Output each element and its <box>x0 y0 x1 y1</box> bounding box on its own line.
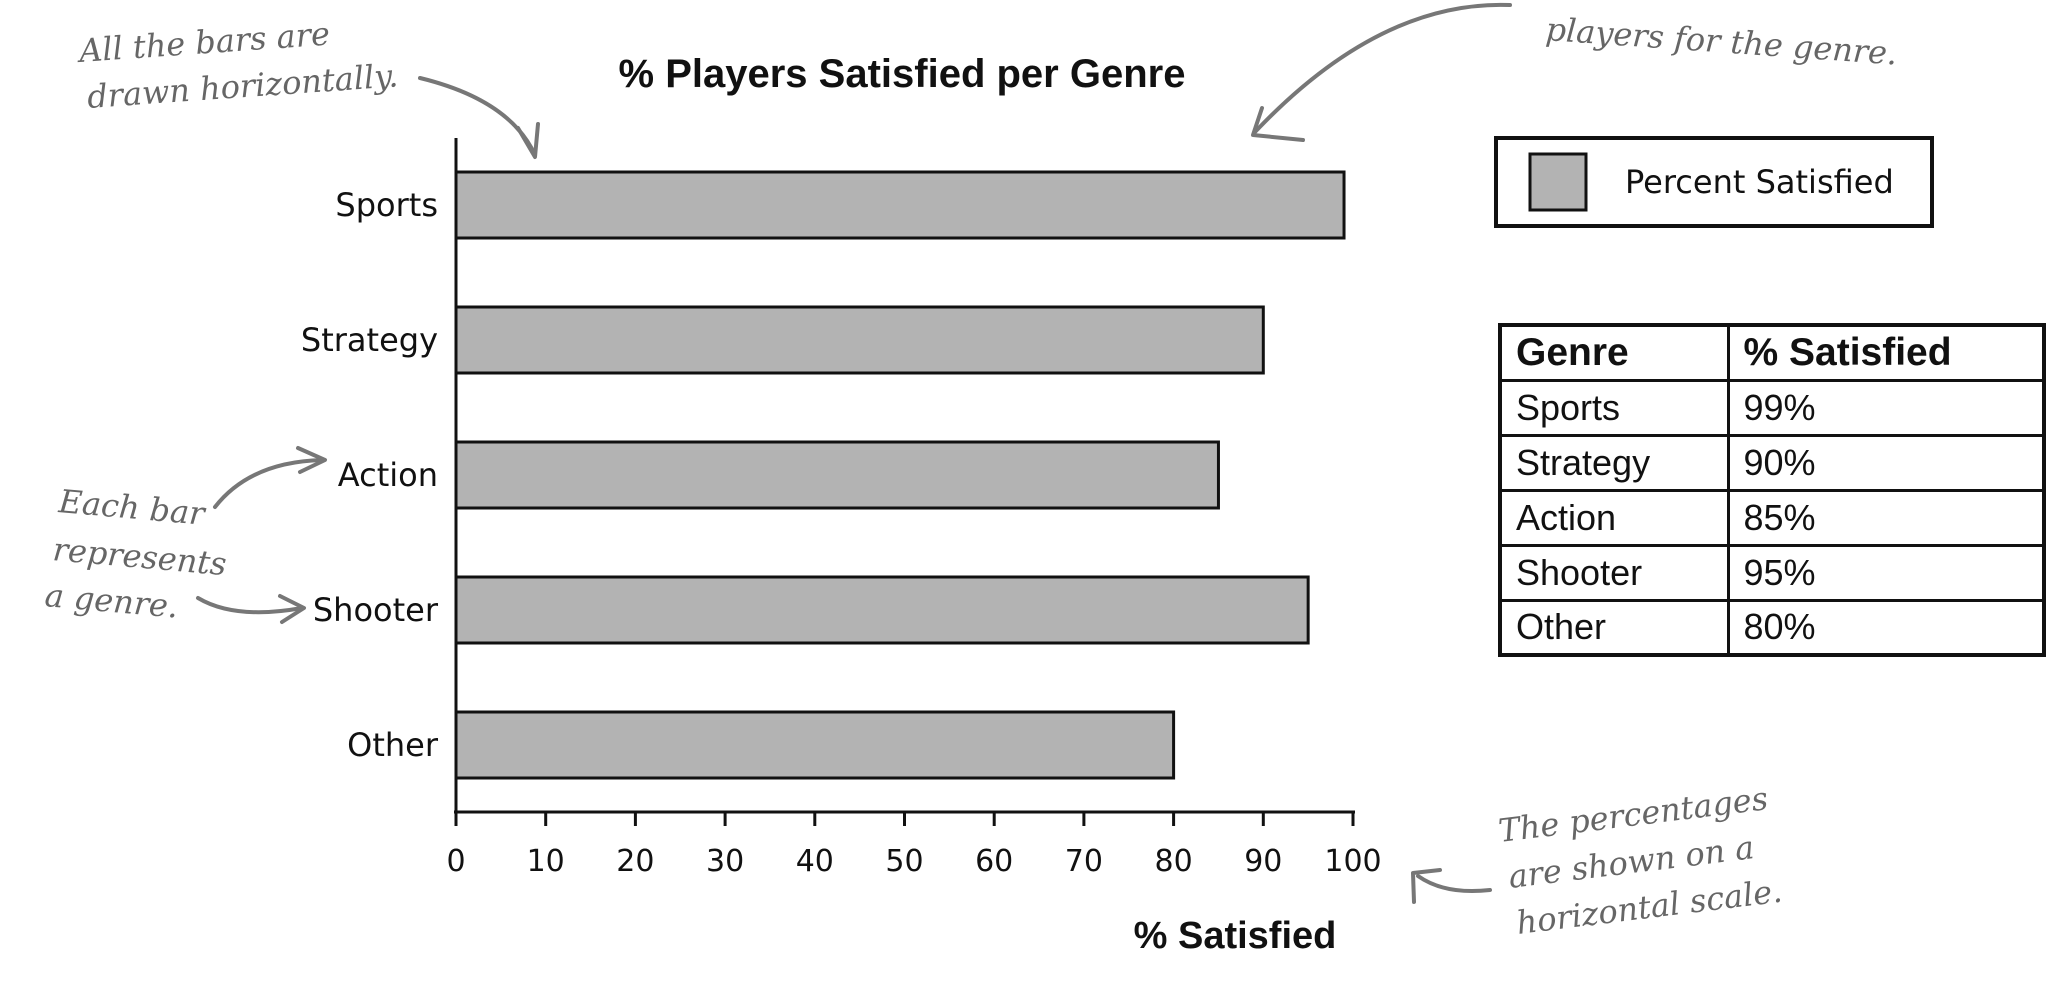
table-cell-genre: Other <box>1498 598 1730 657</box>
annotation-arrowhead <box>1411 868 1442 904</box>
annotation-arrowhead <box>516 122 540 159</box>
x-axis-label: % Satisfied <box>1134 915 1337 957</box>
x-tick-label: 50 <box>885 844 923 879</box>
annotation-arrowhead <box>1251 106 1305 142</box>
legend-label: Percent Satisfied <box>1625 163 1894 201</box>
table-cell-percent: 80% <box>1726 598 2046 657</box>
table-cell-percent: 85% <box>1726 488 2046 547</box>
annotation-arrow <box>418 76 537 157</box>
table-cell-percent: 95% <box>1726 543 2046 602</box>
x-tick-label: 20 <box>616 844 654 879</box>
table-cell-genre: Action <box>1498 488 1730 547</box>
legend-swatch <box>1528 152 1588 212</box>
x-axis-ticks: 0 10 20 30 40 50 60 70 80 90 100 <box>446 812 1382 879</box>
table-cell-percent: 99% <box>1726 378 2046 437</box>
annotation-arrowhead <box>278 594 306 624</box>
bar-sports <box>454 170 1346 240</box>
annotation-arrow <box>213 458 324 509</box>
annotation-text: players for the genre. <box>1544 10 1898 72</box>
table-cell-genre: Sports <box>1498 378 1730 437</box>
table-cell-percent: 90% <box>1726 433 2046 492</box>
x-tick-label: 70 <box>1065 844 1103 879</box>
bar-action <box>454 440 1220 510</box>
bar-other <box>454 710 1176 780</box>
annotation-bars-horizontal: All the bars are drawn horizontally. <box>75 15 540 159</box>
table-row: Shooter 95% <box>1498 543 2046 602</box>
annotation-text: a genre. <box>43 576 179 626</box>
annotation-text: represents <box>51 530 228 583</box>
category-labels: Sports Strategy Action Shooter Other <box>301 186 439 764</box>
x-tick-label: 40 <box>796 844 834 879</box>
x-tick-label: 0 <box>446 844 465 879</box>
annotation-arrowhead <box>296 446 327 474</box>
bars-group <box>454 170 1346 780</box>
table-row: Sports 99% <box>1498 378 2046 437</box>
table-row: Other 80% <box>1498 598 2046 657</box>
category-label-shooter: Shooter <box>313 591 439 629</box>
table-cell-genre: Strategy <box>1498 433 1730 492</box>
annotation-arrow <box>1253 2 1512 134</box>
annotation-text: Each bar <box>56 482 207 533</box>
annotation-each-bar: Each bar represents a genre. <box>43 446 327 626</box>
x-tick-label: 80 <box>1155 844 1193 879</box>
annotation-text: All the bars are <box>75 15 331 71</box>
annotation-arrow <box>1416 874 1492 894</box>
table-cell-genre: Shooter <box>1498 543 1730 602</box>
annotation-percent-scale: The percentages are shown on a horizonta… <box>1411 779 1784 942</box>
data-table: Genre % Satisfied Sports 99% Strategy 90… <box>1498 323 2046 657</box>
category-label-action: Action <box>338 456 438 494</box>
table-header-genre: Genre <box>1498 323 1730 382</box>
x-tick-label: 10 <box>527 844 565 879</box>
table-header-satisfied: % Satisfied <box>1726 323 2046 382</box>
x-tick-label: 60 <box>975 844 1013 879</box>
legend: Percent Satisfied <box>1494 136 1934 228</box>
annotation-bar-length: players for the genre. <box>1251 2 1899 142</box>
table-header-row: Genre % Satisfied <box>1498 323 2046 382</box>
category-label-sports: Sports <box>335 186 438 224</box>
table-row: Strategy 90% <box>1498 433 2046 492</box>
category-label-strategy: Strategy <box>301 321 438 359</box>
bar-shooter <box>454 575 1310 645</box>
category-label-other: Other <box>347 726 439 764</box>
chart-title: % Players Satisfied per Genre <box>619 52 1186 96</box>
annotation-arrow <box>196 596 304 615</box>
x-tick-label: 100 <box>1324 844 1381 879</box>
x-tick-label: 30 <box>706 844 744 879</box>
table-row: Action 85% <box>1498 488 2046 547</box>
bar-strategy <box>454 305 1265 375</box>
x-tick-label: 90 <box>1244 844 1282 879</box>
